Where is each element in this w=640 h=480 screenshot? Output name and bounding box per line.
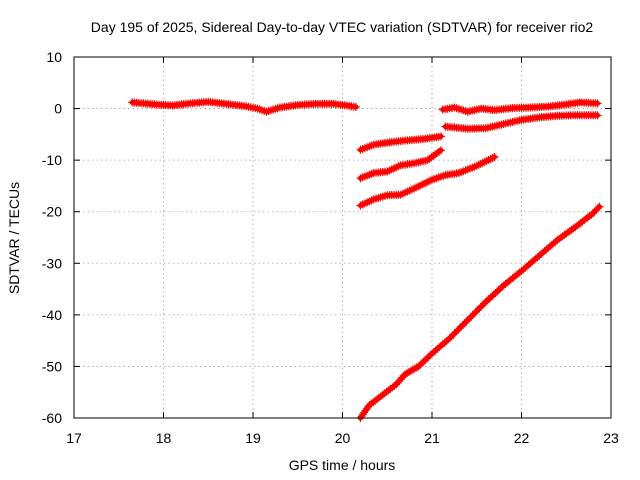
- y-axis-label: SDTVAR / TECUs: [6, 182, 22, 294]
- y-tick-label: 10: [46, 49, 62, 65]
- series-sat-e: [356, 146, 445, 183]
- y-tick-label: -10: [42, 152, 62, 168]
- x-tick-label: 23: [603, 430, 619, 446]
- x-tick-label: 22: [514, 430, 530, 446]
- data-point-marker: [437, 146, 445, 155]
- data-point-marker: [460, 319, 469, 328]
- data-point-marker: [478, 158, 487, 167]
- data-point-marker: [593, 204, 602, 213]
- data-point-marker: [476, 302, 485, 311]
- data-point-marker: [424, 352, 433, 361]
- series-sat-g: [356, 202, 604, 422]
- data-point-marker: [447, 332, 456, 341]
- chart-title: Day 195 of 2025, Sidereal Day-to-day VTE…: [91, 19, 594, 35]
- data-point-marker: [418, 180, 427, 189]
- data-point-marker: [416, 181, 425, 190]
- x-tick-label: 18: [156, 430, 172, 446]
- series-sat-c: [441, 111, 602, 133]
- data-point-marker: [484, 156, 493, 164]
- data-point-marker: [593, 111, 602, 120]
- y-tick-label: -30: [42, 255, 62, 271]
- data-point-marker: [420, 179, 428, 188]
- data-point-marker: [465, 314, 474, 323]
- y-tick-labels: 10 0 -10 -20 -30 -40 -50 -60: [42, 49, 62, 426]
- data-series: [128, 97, 604, 422]
- data-point-marker: [424, 177, 432, 186]
- data-point-marker: [452, 327, 461, 336]
- data-point-marker: [463, 316, 472, 324]
- x-tick-label: 21: [424, 430, 440, 446]
- x-tick-label: 20: [335, 430, 351, 446]
- y-tick-label: -20: [42, 204, 62, 220]
- data-point-marker: [435, 147, 443, 156]
- data-point-marker: [476, 159, 485, 168]
- x-tick-labels: 17 18 19 20 21 22 23: [66, 430, 619, 446]
- y-tick-label: -60: [42, 410, 62, 426]
- data-point-marker: [480, 157, 489, 166]
- data-point-marker: [445, 334, 454, 343]
- data-point-marker: [412, 183, 421, 192]
- data-point-marker: [437, 132, 445, 141]
- data-point-marker: [486, 155, 495, 163]
- data-point-marker: [474, 160, 483, 169]
- x-tick-label: 19: [245, 430, 261, 446]
- data-point-marker: [593, 99, 602, 108]
- data-point-marker: [490, 153, 499, 161]
- series-sat-b: [438, 98, 602, 116]
- data-point-marker: [488, 154, 497, 162]
- x-tick-label: 17: [66, 430, 82, 446]
- axis-ticks: [73, 56, 612, 419]
- data-point-marker: [422, 178, 430, 187]
- data-point-marker: [414, 182, 423, 191]
- data-point-marker: [454, 325, 462, 334]
- y-tick-label: -40: [42, 307, 62, 323]
- data-point-marker: [470, 309, 479, 318]
- grid-lines: [74, 57, 611, 418]
- series-sat-a: [128, 97, 360, 116]
- data-point-marker: [423, 354, 431, 363]
- series-sat-f: [356, 153, 499, 210]
- y-tick-label: -50: [42, 358, 62, 374]
- data-point-marker: [595, 202, 604, 211]
- data-point-marker: [426, 176, 434, 185]
- x-axis-label: GPS time / hours: [289, 457, 396, 473]
- data-point-marker: [482, 156, 491, 165]
- data-point-marker: [410, 184, 419, 193]
- series-sat-d: [356, 132, 445, 154]
- data-point-marker: [351, 103, 360, 111]
- y-tick-label: 0: [54, 101, 62, 117]
- data-point-marker: [471, 307, 480, 316]
- data-point-marker: [472, 161, 481, 170]
